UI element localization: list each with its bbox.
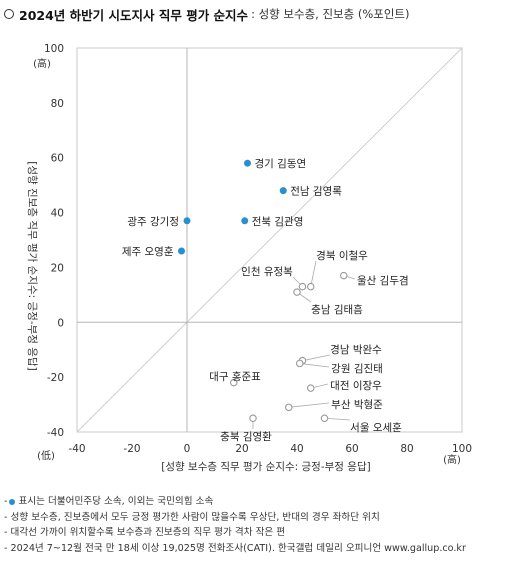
data-point-democratic (279, 187, 287, 195)
notes: - 표시는 더불어민주당 소속, 이외는 국민의힘 소속 - 성향 보수층, 진… (4, 494, 466, 556)
leader-line (324, 417, 351, 421)
data-point-ppp (284, 403, 293, 412)
data-label: 서울 오세훈 (350, 421, 402, 434)
x-low-label: (低) (37, 449, 55, 462)
x-tick-label: 80 (400, 443, 413, 455)
note-diagonal: - 대각선 가까이 위치할수록 보수층과 진보층의 직무 평가 격차 작은 편 (4, 527, 286, 538)
data-label: 전남 김영록 (290, 186, 342, 198)
y-tick-label: -20 (47, 372, 64, 384)
x-tick-label: 0 (184, 443, 191, 455)
data-point-democratic (241, 217, 249, 225)
y-axis-label: [성향 진보층 직무 평가 순지수: 긍정-부정 응답] (26, 161, 38, 370)
data-point-ppp (293, 288, 301, 296)
diagonal-reference-line (76, 47, 463, 433)
y-high-label: (高) (33, 57, 51, 70)
axes-layer: -40 -20 0 20 40 60 80 100 -40 -20 0 20 40 60 80 100 (44, 43, 472, 455)
data-label: 울산 김두겸 (357, 275, 409, 287)
data-label: 경북 이철우 (316, 249, 368, 262)
data-label: 대전 이장우 (330, 380, 382, 392)
data-label: 충남 김태흠 (311, 303, 363, 316)
data-point-ppp (249, 414, 257, 423)
circle-bullet-icon (4, 9, 14, 19)
title-main: 2024년 하반기 시도지사 직무 평가 순지수 (19, 7, 249, 23)
data-label: 부산 박형준 (331, 399, 383, 411)
y-tick-label: 20 (51, 262, 64, 274)
data-point-ppp (306, 282, 315, 291)
points-layer (178, 159, 348, 423)
leader-line (288, 402, 330, 408)
data-point-ppp (230, 378, 238, 387)
x-tick-label: 40 (290, 443, 303, 455)
note-text: 표시는 더불어민주당 소속, 이외는 국민의힘 소속 (18, 496, 214, 507)
democratic-dot-icon (9, 498, 16, 505)
data-label: 충북 김영환 (220, 431, 272, 443)
note-legend: - 표시는 더불어민주당 소속, 이외는 국민의힘 소속 (4, 494, 466, 510)
leader-line (310, 260, 317, 287)
data-label: 경기 김동연 (255, 157, 307, 170)
data-point-ppp (298, 282, 307, 291)
title-subtitle: : 성향 보수층, 진보층 (%포인트) (251, 7, 410, 21)
data-point-ppp (339, 271, 348, 280)
leader-line (302, 354, 331, 362)
note-source: - 2024년 7~12월 전국 만 18세 이상 19,025명 전화조사(C… (4, 542, 466, 554)
x-tick-label: -20 (123, 443, 140, 455)
data-label: 인천 유정복 (241, 266, 293, 278)
note-position: - 성향 보수층, 진보층에서 모두 긍정 평가한 사람이 많을수록 우상단, … (4, 511, 380, 523)
data-point-ppp (320, 414, 329, 423)
leader-line (299, 363, 330, 368)
data-point-democratic (244, 159, 251, 167)
data-point-ppp (306, 384, 315, 392)
x-high-label: (高) (443, 453, 461, 466)
y-tick-label: 0 (57, 317, 64, 329)
data-label: 대구 홍준표 (209, 370, 261, 383)
data-label: 광주 강기정 (127, 216, 179, 228)
y-tick-label: 80 (51, 98, 64, 110)
x-axis-label: [성향 보수층 직무 평가 순지수: 긍정-부정 응답] (161, 461, 370, 473)
data-point-democratic (183, 217, 191, 225)
data-label: 경남 박완수 (330, 343, 382, 356)
data-label: 강원 김진태 (331, 363, 383, 375)
chart-title: 2024년 하반기 시도지사 직무 평가 순지수 : 성향 보수층, 진보층 (… (4, 5, 410, 23)
x-tick-label: 100 (452, 443, 472, 455)
x-tick-label: 20 (235, 443, 248, 455)
data-label: 제주 오영훈 (122, 245, 174, 258)
scatter-chart: -40 -20 0 20 40 60 80 100 -40 -20 0 20 40 60 80 100 경기 … (26, 43, 472, 473)
x-tick-label: -40 (68, 443, 85, 455)
plot-area-frame (76, 47, 463, 433)
y-tick-label: 100 (44, 43, 64, 55)
data-point-democratic (178, 247, 185, 255)
data-label: 전북 김관영 (252, 216, 304, 228)
y-tick-label: 40 (51, 208, 64, 220)
y-tick-label: 60 (51, 153, 64, 165)
y-tick-label: -40 (47, 427, 64, 439)
x-tick-label: 60 (345, 443, 358, 455)
data-point-ppp (295, 359, 304, 368)
